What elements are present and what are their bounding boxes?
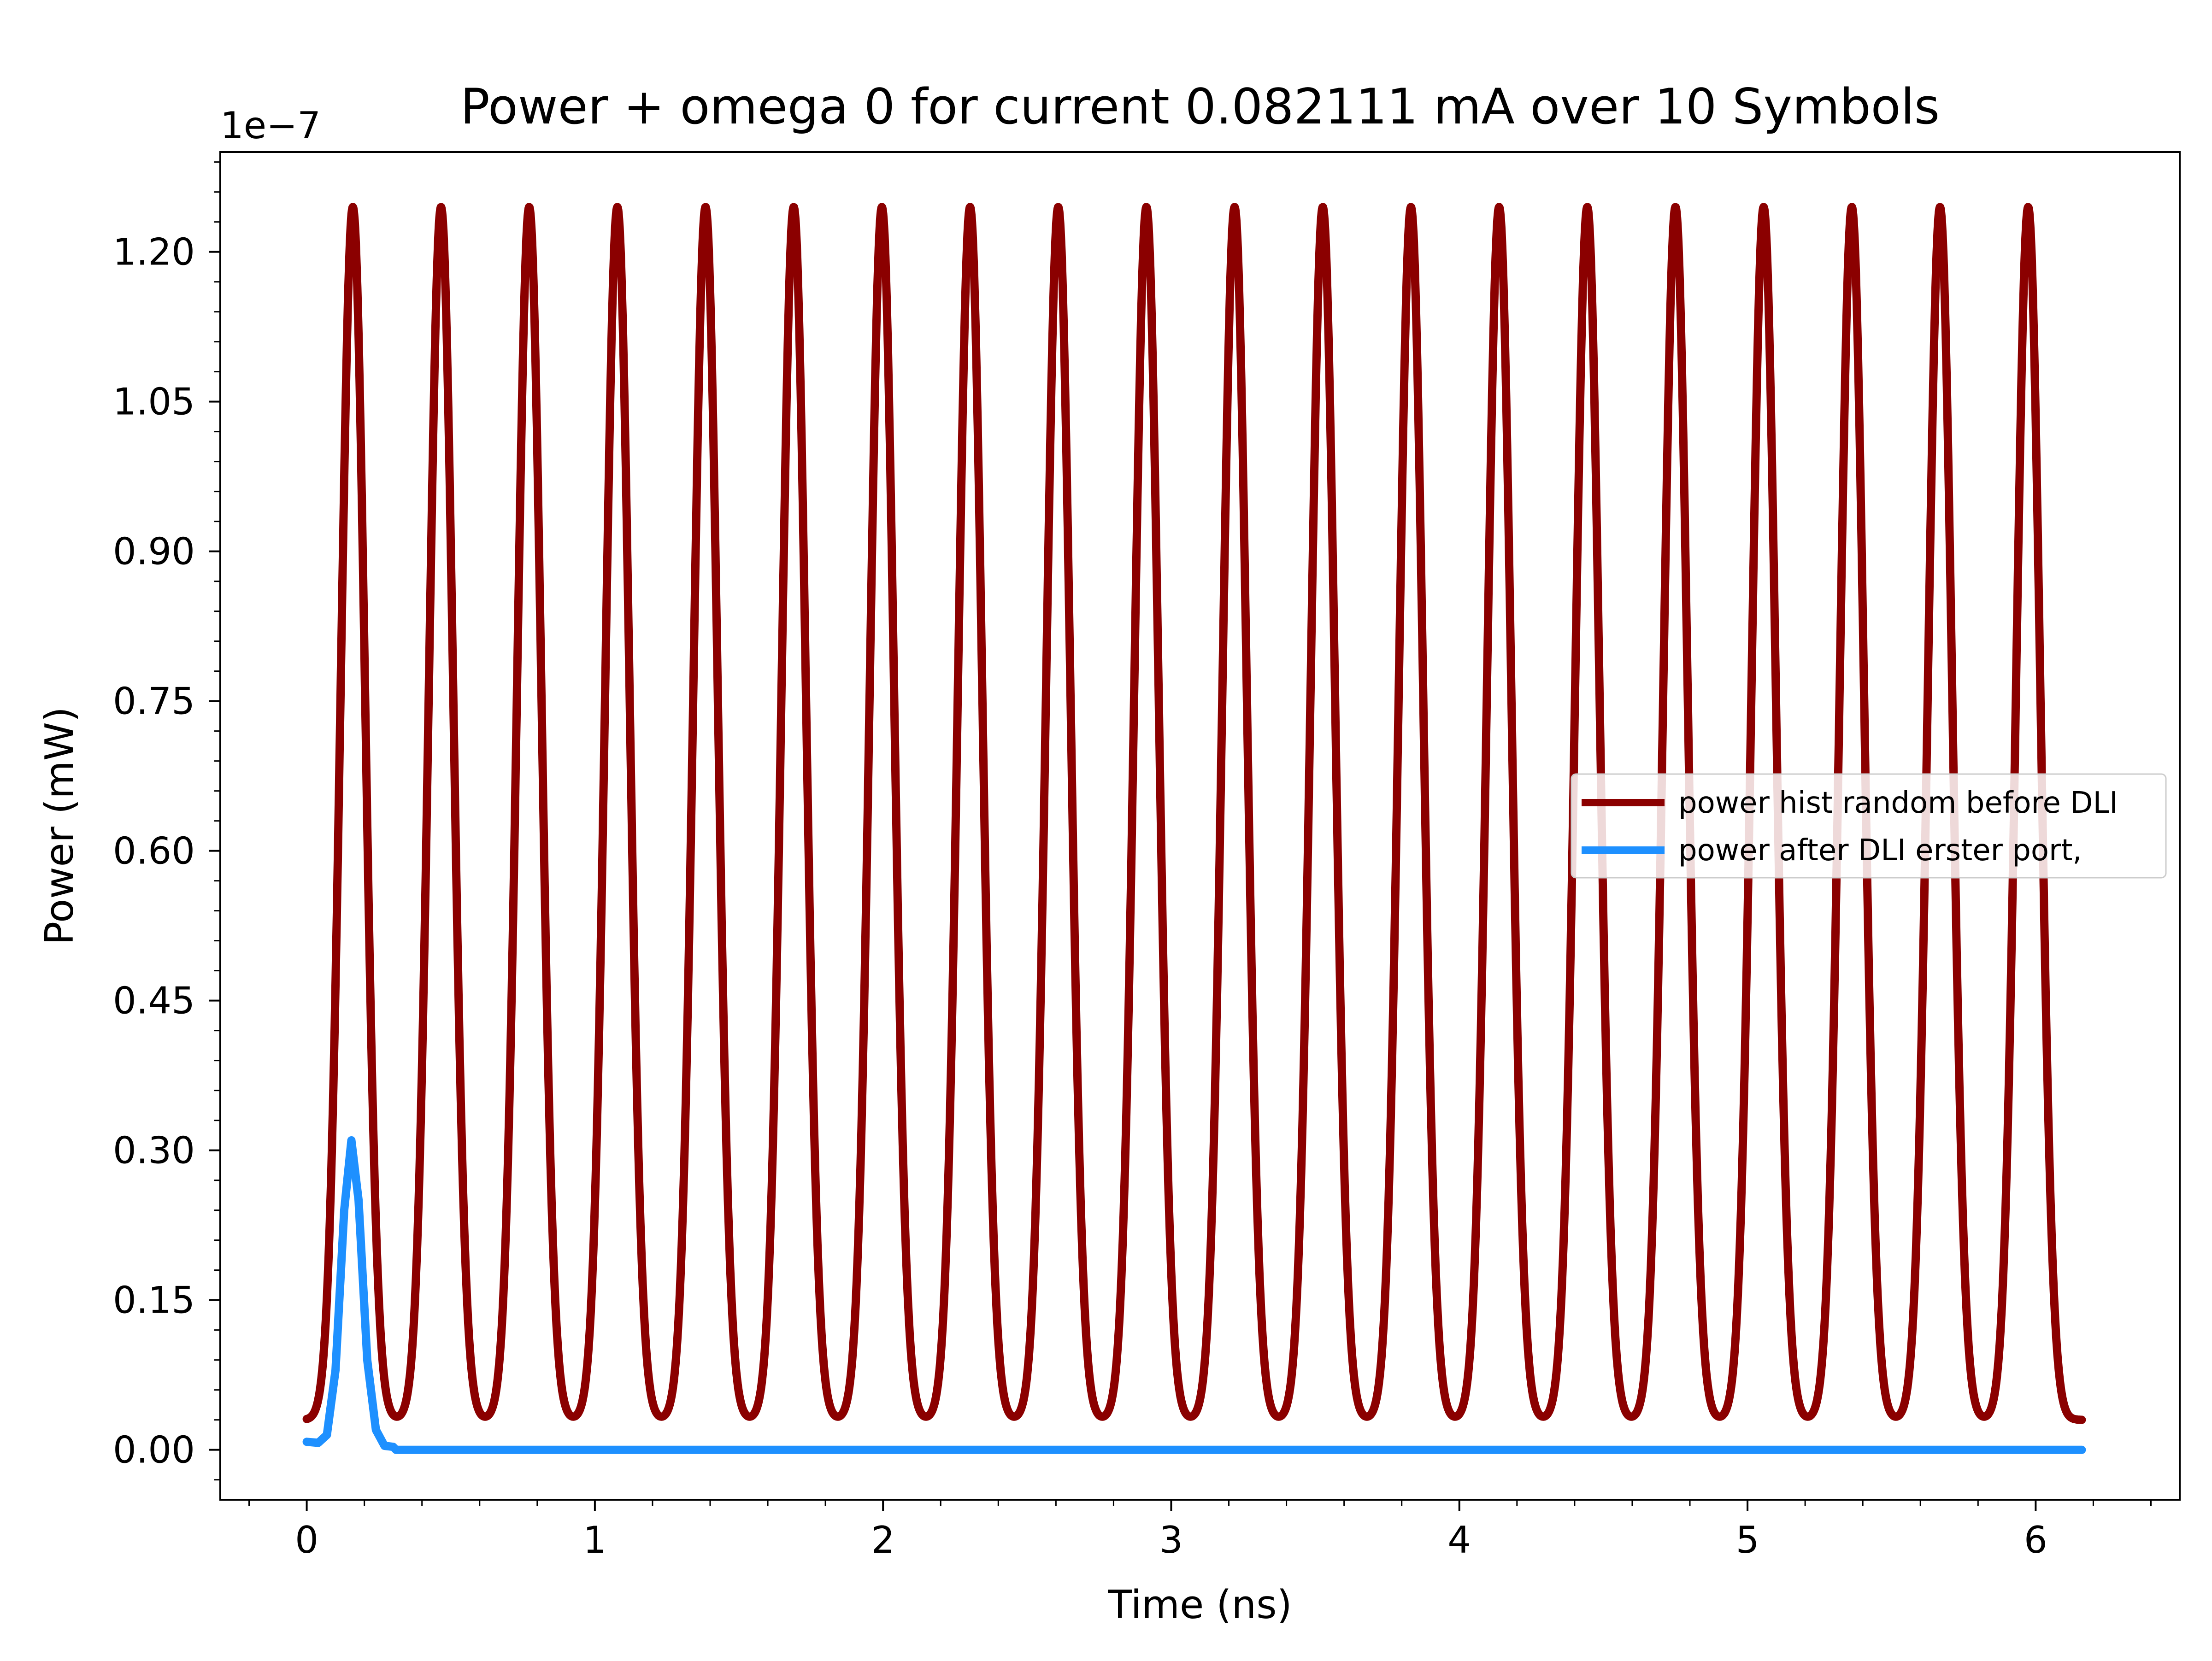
plot-area-frame [219, 151, 2181, 1501]
y-tick-label: 1.20 [113, 231, 195, 274]
x-tick-label: 1 [583, 1519, 606, 1561]
series-line-power-after-dli [302, 1136, 2086, 1454]
y-axis-offset-label: 1e−7 [220, 104, 321, 147]
y-axis-ticks: 0.00 0.15 0.30 0.45 0.60 0.75 0.90 1.05 1.20 [113, 161, 220, 1481]
x-tick-label: 3 [1159, 1519, 1183, 1561]
x-tick-label: 5 [1736, 1519, 1759, 1561]
legend-label-series-1: power hist random before DLI [1678, 786, 2118, 820]
legend: power hist random before DLI power after… [1571, 773, 2167, 879]
y-tick-label: 0.45 [113, 980, 195, 1022]
x-tick-label: 6 [2024, 1519, 2047, 1561]
y-axis-label: Power (mW) [37, 707, 82, 945]
x-tick-label: 2 [871, 1519, 895, 1561]
chart-title: Power + omega 0 for current 0.082111 mA … [460, 78, 1940, 135]
y-tick-label: 0.15 [113, 1279, 195, 1322]
y-tick-label: 1.05 [113, 381, 195, 423]
y-tick-label: 0.60 [113, 830, 195, 873]
y-tick-label: 0.00 [113, 1429, 195, 1472]
x-axis-ticks: 0 1 2 3 4 5 6 [248, 1500, 2152, 1561]
y-tick-label: 0.75 [113, 680, 195, 723]
series-line-power-before-dli [302, 203, 2086, 1424]
series-layer [302, 203, 2086, 1454]
y-tick-label: 0.30 [113, 1129, 195, 1172]
x-tick-label: 0 [295, 1519, 318, 1561]
x-axis-label: Time (ns) [1107, 1582, 1292, 1628]
y-tick-label: 0.90 [113, 530, 195, 573]
legend-box [1571, 773, 2167, 879]
x-tick-label: 4 [1447, 1519, 1471, 1561]
legend-label-series-2: power after DLI erster port, [1678, 833, 2082, 868]
